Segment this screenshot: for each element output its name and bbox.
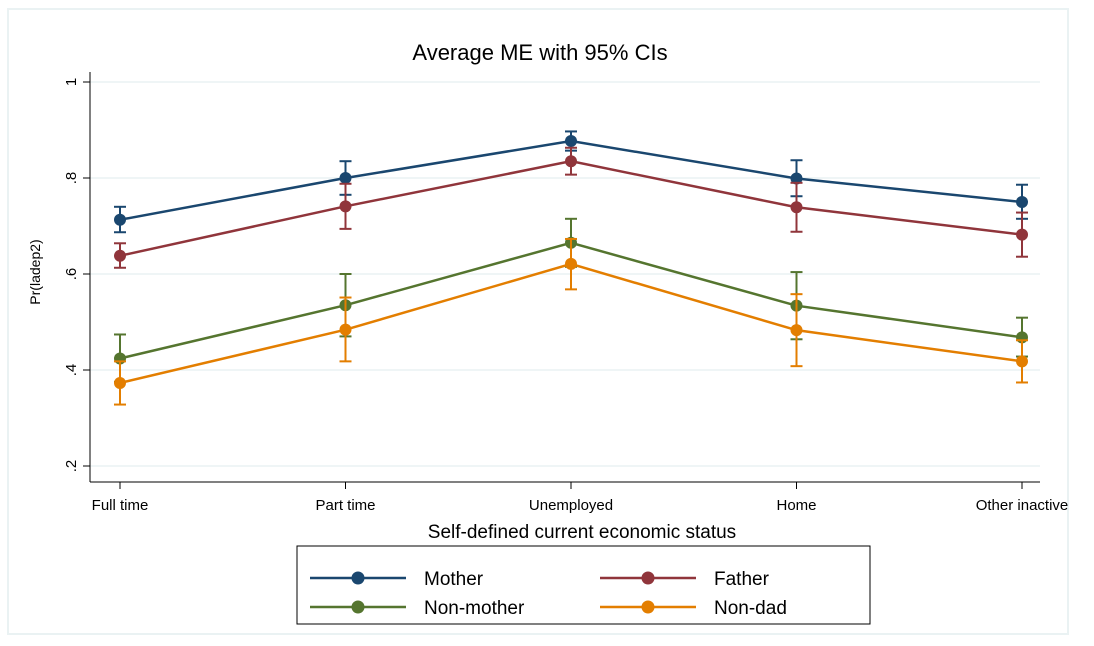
plot-layer: .2 .4 .6 .8 1 Full time Part time Unemployed Hom… [63,72,1068,514]
legend-marker [641,571,655,585]
y-tick-label: .6 [63,268,80,281]
legend-marker [351,571,365,585]
legend: Mother Father Non-mother Non-dad [296,545,871,625]
x-tick-label: Home [776,497,816,514]
x-axis-title: Self-defined current economic status [428,522,736,543]
x-tick-label: Unemployed [529,497,613,514]
data-point [1016,355,1028,368]
data-point [565,135,577,148]
data-point [339,200,352,213]
x-tick-label: Part time [315,497,375,514]
y-axis-title: Pr(ladep2) [27,239,43,304]
y-tick-label: .4 [63,364,80,377]
data-point [114,249,126,262]
chart-title: Average ME with 95% CIs [412,40,667,65]
legend-box [296,545,871,625]
series-non-dad [114,237,1028,406]
data-point [790,172,803,185]
x-tick-label: Full time [92,497,149,514]
series-father [114,146,1028,269]
legend-label: Non-dad [714,598,787,619]
data-point [114,213,126,226]
y-tick-label: .2 [63,460,80,473]
legend-marker [351,600,365,614]
data-point [339,323,352,336]
data-point [565,257,577,270]
y-tick-label: .8 [63,172,80,185]
data-point [1016,228,1028,241]
data-point [790,324,803,337]
data-point [114,376,126,389]
legend-label: Mother [424,569,484,590]
data-point [1016,196,1028,208]
legend-marker [641,600,655,614]
data-point [565,155,577,168]
data-point [790,201,803,214]
data-point [339,172,352,184]
x-tick-label: Other inactive [976,497,1069,514]
legend-label: Non-mother [424,598,525,619]
legend-label: Father [714,569,770,590]
y-tick-label: 1 [63,78,80,86]
plot-area [90,72,1040,482]
